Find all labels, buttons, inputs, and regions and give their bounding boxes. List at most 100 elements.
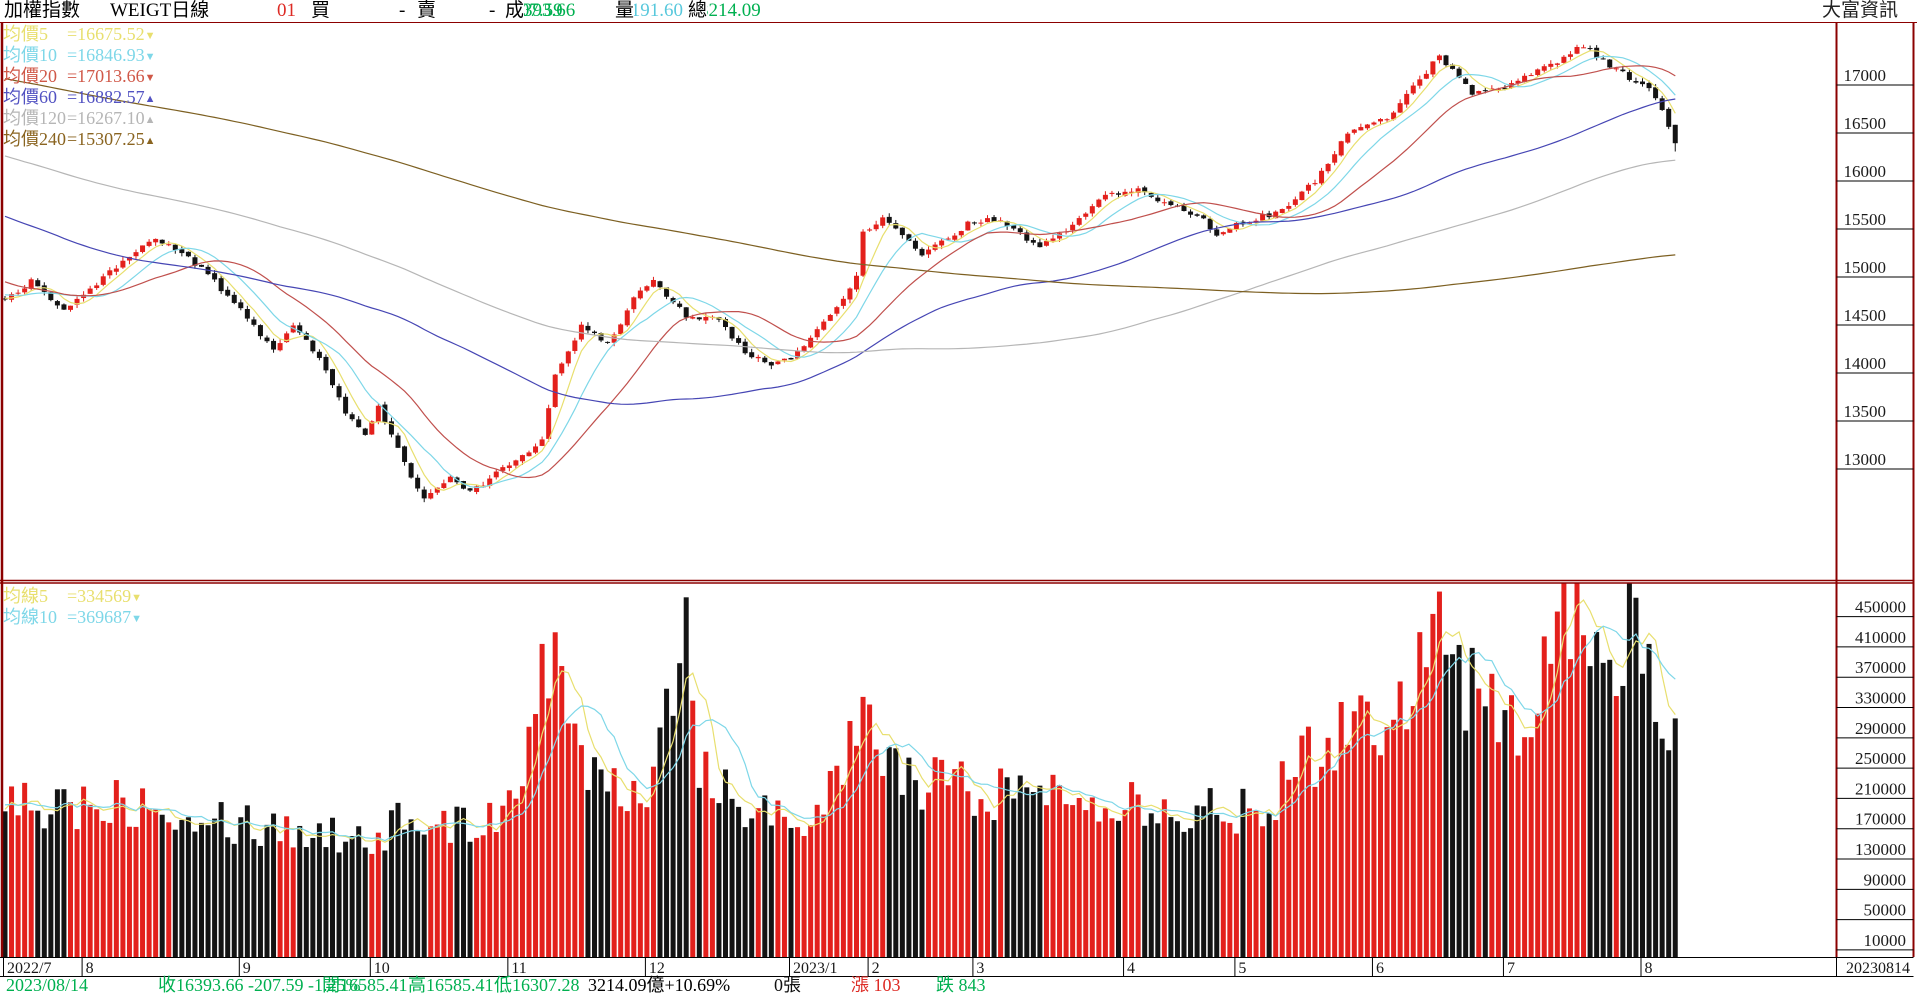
ma-legend-name: 均線5 xyxy=(3,586,48,606)
bid-value: - xyxy=(399,0,406,21)
status-open: 開16585.41 xyxy=(322,975,408,995)
volume-axis-label: 170000 xyxy=(1855,810,1906,829)
x-axis-end-date-label: 20230814 xyxy=(1846,960,1910,977)
ma-legend-row: 均線10 =369687▼ xyxy=(3,608,142,629)
volume-value: 1191.60 xyxy=(631,0,684,21)
status-date: 2023/08/14 xyxy=(6,975,89,995)
volume-axis-label: 90000 xyxy=(1864,870,1907,889)
price-axis-label: 15000 xyxy=(1844,258,1887,277)
ask-label: 賣 xyxy=(417,0,437,21)
volume-axis-label: 250000 xyxy=(1855,749,1906,768)
ma-legend-name: 均價60 xyxy=(3,87,57,107)
bid-label: 買 xyxy=(311,0,331,21)
status-close: 收16393.66 -207.59 -1.25% xyxy=(158,975,361,995)
price-axis-label: 17000 xyxy=(1844,66,1887,85)
volume-axis-label: 50000 xyxy=(1864,901,1907,920)
x-axis-month-label: 7 xyxy=(1507,960,1515,977)
x-axis-month-label: 9 xyxy=(243,960,251,977)
down-arrow-icon: ▼ xyxy=(144,30,156,42)
ma-legend-value: =17013.66 xyxy=(67,66,145,86)
price-axis-label: 14500 xyxy=(1844,306,1887,325)
volume-label: 量 xyxy=(615,0,635,21)
status-bar: 2023/08/14 收16393.66 -207.59 -1.25% 開165… xyxy=(0,975,1917,995)
volume-axis-label: 130000 xyxy=(1855,840,1906,859)
volume-axis-label: 290000 xyxy=(1855,719,1906,738)
x-axis-month-label: 12 xyxy=(649,960,665,977)
price-axis-label: 15500 xyxy=(1844,210,1887,229)
ma-legend-name: 均價240 xyxy=(3,129,66,149)
price-axis-label: 16500 xyxy=(1844,114,1887,133)
up-arrow-icon: ▲ xyxy=(144,93,156,105)
total-value-wrap: 3214.09 xyxy=(704,0,766,22)
down-arrow-icon: ▼ xyxy=(131,592,143,604)
price-axis-label: 13000 xyxy=(1844,450,1887,469)
status-low: 低16307.28 xyxy=(494,975,580,995)
price-axis-label: 14000 xyxy=(1844,354,1887,373)
status-high: 高16585.41 xyxy=(408,975,494,995)
price-ma-legend: 均價5 =16675.52▼ 均價10 =16846.93▼ 均價20 =17013.66… xyxy=(3,25,156,151)
ma-legend-row: 均線5 =334569▼ xyxy=(3,587,142,608)
volume-ma-legend: 均線5 =334569▼ 均線10 =369687▼ xyxy=(3,587,142,629)
total-value: 3214.09 xyxy=(704,0,761,21)
ma-legend-value: =334569 xyxy=(67,586,132,606)
total-label: 總 xyxy=(688,0,708,21)
ma-legend-value: =369687 xyxy=(67,607,132,627)
ma-legend-name: 均價10 xyxy=(3,45,57,65)
ma-legend-value: =16267.10 xyxy=(67,108,145,128)
ma-legend-value: =16846.93 xyxy=(67,45,145,65)
x-axis-month-label: 8 xyxy=(86,960,94,977)
down-arrow-icon: ▼ xyxy=(144,51,156,63)
volume-axis-label: 410000 xyxy=(1855,628,1906,647)
period-label: WEIGT日線 xyxy=(110,0,210,21)
volume-value-wrap: 1191.60 xyxy=(631,0,687,22)
up-arrow-icon: ▲ xyxy=(144,114,156,126)
x-axis-month-label: 3 xyxy=(976,960,984,977)
ma-legend-value: =15307.25 xyxy=(67,129,145,149)
index-name: 加權指數 xyxy=(4,0,81,21)
ma-legend-row: 均價5 =16675.52▼ xyxy=(3,25,156,46)
ma-legend-row: 均價240=15307.25▲ xyxy=(3,130,156,151)
ma-legend-name: 均線10 xyxy=(3,607,57,627)
x-axis-month-label: 4 xyxy=(1127,960,1135,977)
ma-legend-value: =16675.52 xyxy=(67,24,145,44)
x-axis-month-label: 5 xyxy=(1238,960,1246,977)
ma-legend-row: 均價60 =16882.57▲ xyxy=(3,88,156,109)
last-value: 16393.66 xyxy=(513,0,576,21)
change-value: -207.59 xyxy=(513,0,563,21)
down-arrow-icon: ▼ xyxy=(144,72,156,84)
status-advancers: 漲 103 xyxy=(851,975,901,995)
ma-legend-row: 均價10 =16846.93▼ xyxy=(3,46,156,67)
ma-legend-name: 均價120 xyxy=(3,108,66,128)
ma-legend-name: 均價20 xyxy=(3,66,57,86)
x-axis-month-label: 2023/1 xyxy=(793,960,837,977)
status-turnover: 3214.09億+10.69% xyxy=(588,975,731,995)
last-value-wrap: 16393.66-207.59 xyxy=(513,0,635,22)
volume-axis-label: 210000 xyxy=(1855,779,1906,798)
down-arrow-icon: ▼ xyxy=(131,613,143,625)
volume-axis-label: 450000 xyxy=(1855,598,1906,617)
x-axis-month-label: 2022/7 xyxy=(7,960,51,977)
price-axis-label: 16000 xyxy=(1844,162,1887,181)
volume-axis-label: 10000 xyxy=(1864,931,1907,950)
ma-legend-value: =16882.57 xyxy=(67,87,145,107)
price-axis-label: 13500 xyxy=(1844,402,1887,421)
ask-value: - xyxy=(489,0,496,21)
brand-label: 大富資訊 xyxy=(1822,0,1899,21)
x-axis-month-label: 8 xyxy=(1645,960,1653,977)
last-label: 成 xyxy=(505,0,525,21)
volume-axis-label: 370000 xyxy=(1855,658,1906,677)
x-axis-month-label: 2 xyxy=(872,960,880,977)
ma-legend-row: 均價120=16267.10▲ xyxy=(3,109,156,130)
status-odd-lot: 0張 xyxy=(774,975,801,995)
x-axis-month-label: 10 xyxy=(374,960,390,977)
volume-axis-label: 330000 xyxy=(1855,689,1906,708)
status-decliners: 跌 843 xyxy=(936,975,986,995)
top-quote-bar: 加權指數 WEIGT日線 01 買 - 賣 - 成 16393.66-207.5… xyxy=(0,0,1917,22)
ma-legend-row: 均價20 =17013.66▼ xyxy=(3,67,156,88)
x-axis-month-label: 6 xyxy=(1376,960,1384,977)
up-arrow-icon: ▲ xyxy=(144,135,156,147)
code-label: 01 xyxy=(277,0,296,21)
ma-legend-name: 均價5 xyxy=(3,24,48,44)
x-axis-month-label: 11 xyxy=(511,960,526,977)
